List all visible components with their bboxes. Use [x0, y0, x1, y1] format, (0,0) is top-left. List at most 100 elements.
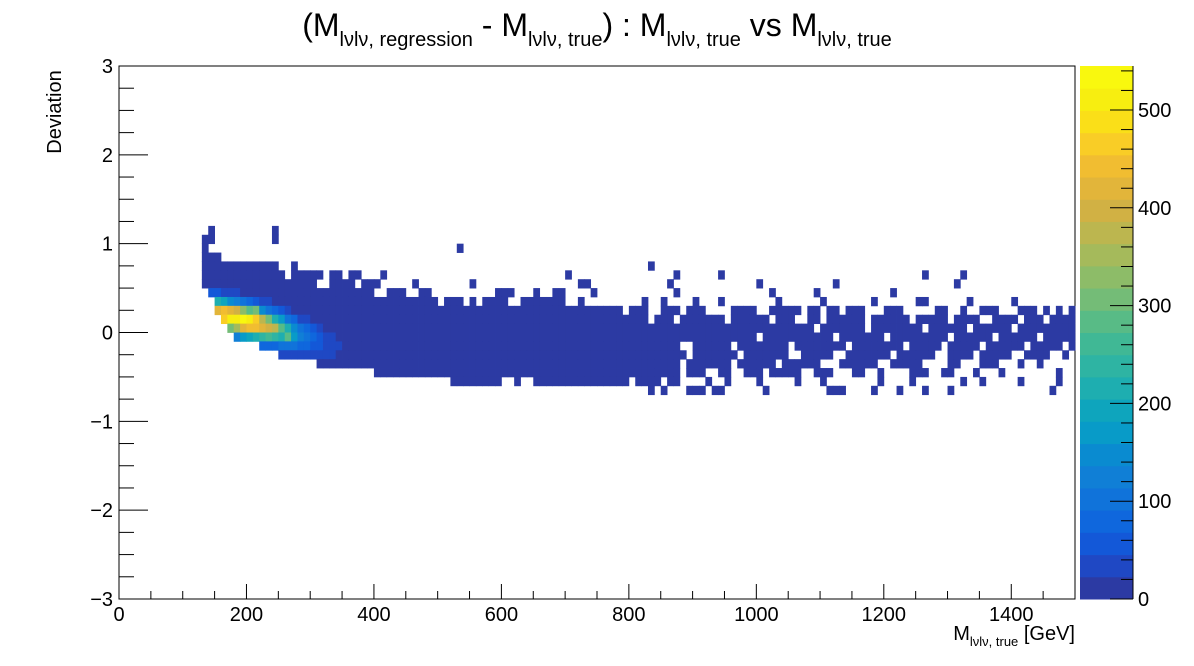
heatmap-cell [539, 314, 547, 325]
heatmap-cell [934, 332, 942, 342]
heatmap-cell [297, 305, 305, 316]
heatmap-cell [520, 341, 528, 351]
heatmap-cell [616, 376, 623, 387]
heatmap-cell [597, 323, 604, 333]
heatmap-cell [979, 376, 987, 387]
heatmap-cell [622, 332, 630, 342]
heatmap-cell [813, 368, 821, 378]
heatmap-cell [271, 279, 279, 289]
heatmap-cell [896, 314, 904, 325]
heatmap-cell [603, 341, 611, 351]
heatmap-cell [252, 279, 260, 289]
heatmap-cell [871, 332, 878, 342]
heatmap-cell [851, 305, 859, 316]
heatmap-cell [960, 376, 968, 387]
heatmap-cell [584, 332, 592, 342]
heatmap-cell [820, 323, 827, 333]
heatmap-cell [571, 332, 579, 342]
heatmap-cell [1030, 323, 1038, 333]
heatmap-cell [807, 359, 815, 369]
heatmap-cell [514, 305, 521, 316]
heatmap-cell [890, 305, 897, 316]
y-tick-label: −2 [90, 500, 113, 522]
heatmap-cell [552, 341, 560, 351]
heatmap-cell [424, 288, 432, 298]
heatmap-cell [571, 341, 579, 351]
heatmap-cell [667, 323, 674, 333]
heatmap-cell [1004, 332, 1012, 342]
heatmap-cell [488, 305, 496, 316]
heatmap-cell [749, 350, 757, 360]
heatmap-cell [399, 296, 407, 307]
heatmap-cell [973, 368, 980, 378]
heatmap-cell [469, 296, 477, 307]
heatmap-cell [552, 332, 560, 342]
heatmap-cell [692, 385, 700, 396]
heatmap-cell [475, 350, 483, 360]
heatmap-cell [533, 323, 541, 333]
title-subscript: lνlν, true [666, 29, 740, 51]
heatmap-cell [291, 323, 298, 333]
heatmap-cell [609, 341, 617, 351]
heatmap-cell [711, 314, 719, 325]
heatmap-cell [992, 359, 999, 369]
heatmap-cell [705, 314, 713, 325]
heatmap-cell [208, 270, 215, 280]
y-axis-title: Deviation [44, 70, 66, 153]
heatmap-cell [749, 368, 757, 378]
heatmap-cell [393, 305, 400, 316]
heatmap-cell [992, 305, 999, 316]
heatmap-cell [590, 288, 598, 298]
heatmap-cell [896, 341, 904, 351]
heatmap-cell [922, 270, 929, 280]
heatmap-cell [966, 332, 974, 342]
heatmap-cell [724, 323, 732, 333]
heatmap-cell [297, 288, 305, 298]
heatmap-cell [322, 332, 330, 342]
heatmap-cell [1017, 323, 1025, 333]
heatmap-cell [265, 341, 273, 351]
heatmap-cell [361, 359, 368, 369]
heatmap-cell [284, 341, 292, 351]
heatmap-cell [979, 332, 987, 342]
heatmap-cell [1049, 314, 1057, 325]
heatmap-cell [985, 359, 993, 369]
heatmap-cell [890, 314, 897, 325]
heatmap-cell [788, 359, 795, 369]
heatmap-cell [469, 350, 477, 360]
z-tick-label: 500 [1138, 100, 1171, 122]
heatmap-cell [960, 270, 968, 280]
heatmap-cell [291, 341, 298, 351]
heatmap-cell [291, 261, 298, 271]
heatmap-cell [431, 296, 439, 307]
heatmap-cell [565, 368, 572, 378]
heatmap-cell [851, 314, 859, 325]
heatmap-cell [922, 341, 929, 351]
heatmap-cell [418, 288, 426, 298]
heatmap-cell [597, 305, 604, 316]
heatmap-cell [718, 296, 725, 307]
z-tick-label: 0 [1138, 589, 1149, 611]
heatmap-cell [979, 359, 987, 369]
heatmap-cell [291, 332, 298, 342]
heatmap-cell [794, 359, 802, 369]
heatmap-cell [775, 323, 783, 333]
heatmap-cell [864, 350, 872, 360]
x-tick-label: 600 [485, 604, 518, 626]
heatmap-cell [1055, 323, 1063, 333]
heatmap-cell [456, 350, 464, 360]
heatmap-cell [291, 305, 298, 316]
heatmap-cell [832, 305, 840, 316]
heatmap-cell [265, 332, 273, 342]
heatmap-cell [278, 332, 286, 342]
heatmap-cell [552, 323, 560, 333]
heatmap-cell [418, 305, 426, 316]
heatmap-cell [240, 323, 247, 333]
chart-title-text: (Mlνlν, regression - Mlνlν, true) : Mlνl… [302, 7, 892, 51]
heatmap-cell [558, 332, 566, 342]
heatmap-cell [667, 341, 674, 351]
heatmap-cell [488, 323, 496, 333]
heatmap-cell [233, 288, 241, 298]
heatmap-cell [667, 350, 674, 360]
heatmap-cell [781, 368, 789, 378]
